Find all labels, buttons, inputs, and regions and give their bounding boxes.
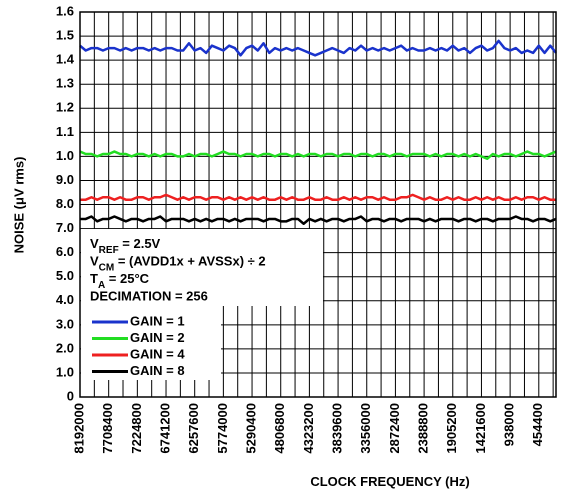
annotation-box <box>81 229 323 306</box>
plot-frame <box>79 11 557 398</box>
annotation-text: DECIMATION = 256 <box>90 289 208 304</box>
annotation-text: T <box>90 271 98 286</box>
annotation-tail: = 25°C <box>105 271 149 286</box>
y-tick-label: 3.0 <box>56 316 74 331</box>
x-tick-label: 2872400 <box>387 403 402 454</box>
legend-label: GAIN = 8 <box>130 363 185 378</box>
legend-label: GAIN = 4 <box>130 346 185 361</box>
annotation-sub: REF <box>99 245 119 256</box>
annotation-tail: = (AVDD1x + AVSSx) ÷ 2 <box>114 254 265 269</box>
annotation-text: V <box>90 254 99 269</box>
x-tick-label: 938000 <box>502 403 517 446</box>
y-tick-label: 1.0 <box>56 148 74 163</box>
y-tick-label: 9.0 <box>56 172 74 187</box>
x-tick-label: 7224800 <box>129 403 144 454</box>
y-tick-label: 5.0 <box>56 268 74 283</box>
annotation-sub: CM <box>99 263 115 274</box>
legend-box <box>81 306 221 380</box>
y-tick-label: 4.0 <box>56 292 74 307</box>
legend-label: GAIN = 2 <box>130 330 185 345</box>
x-tick-label: 1905200 <box>444 403 459 454</box>
annotation: TA = 25°C <box>90 271 150 291</box>
y-tick-label: 0 <box>67 388 74 403</box>
series-line <box>79 39 557 57</box>
y-tick-label: 1.6 <box>56 3 74 18</box>
x-tick-label: 4806800 <box>272 403 287 454</box>
y-tick-label: 1.2 <box>56 100 74 115</box>
series-line <box>79 150 557 161</box>
annotation-sub: A <box>98 280 105 291</box>
y-tick-label: 1.1 <box>56 124 74 139</box>
legend-label: GAIN = 1 <box>130 313 185 328</box>
y-tick-label: 7.0 <box>56 220 74 235</box>
annotation-tail: = 2.5V <box>119 236 161 251</box>
annotation: VREF = 2.5V <box>90 236 161 256</box>
y-tick-label: 6.0 <box>56 244 74 259</box>
annotation: DECIMATION = 256 <box>90 289 208 304</box>
x-axis-label: CLOCK FREQUENCY (Hz) <box>310 474 469 489</box>
y-tick-label: 1.3 <box>56 76 74 91</box>
x-tick-label: 5290400 <box>243 403 258 454</box>
y-tick-label: 2.0 <box>56 340 74 355</box>
x-tick-label: 6741200 <box>157 403 172 454</box>
x-tick-label: 2388800 <box>416 403 431 454</box>
y-axis-label: NOISE (μV rms) <box>11 157 26 254</box>
x-tick-label: 1421600 <box>473 403 488 454</box>
x-tick-label: 6257600 <box>186 403 201 454</box>
x-tick-label: 3839600 <box>330 403 345 454</box>
y-tick-label: 8.0 <box>56 196 74 211</box>
annotation: VCM = (AVDD1x + AVSSx) ÷ 2 <box>90 254 266 274</box>
y-tick-label: 1.4 <box>56 52 75 67</box>
x-tick-label: 3356000 <box>358 403 373 454</box>
x-tick-label: 4323200 <box>301 403 316 454</box>
series-line <box>80 215 557 225</box>
y-tick-label: 1.0 <box>56 364 74 379</box>
x-tick-label: 8192000 <box>71 403 86 454</box>
x-tick-label: 7708400 <box>100 403 115 454</box>
series-line <box>80 193 556 201</box>
x-tick-label: 454400 <box>530 403 545 446</box>
annotation-text: V <box>90 236 99 251</box>
y-tick-label: 1.5 <box>56 28 74 43</box>
x-tick-label: 5774000 <box>215 403 230 454</box>
